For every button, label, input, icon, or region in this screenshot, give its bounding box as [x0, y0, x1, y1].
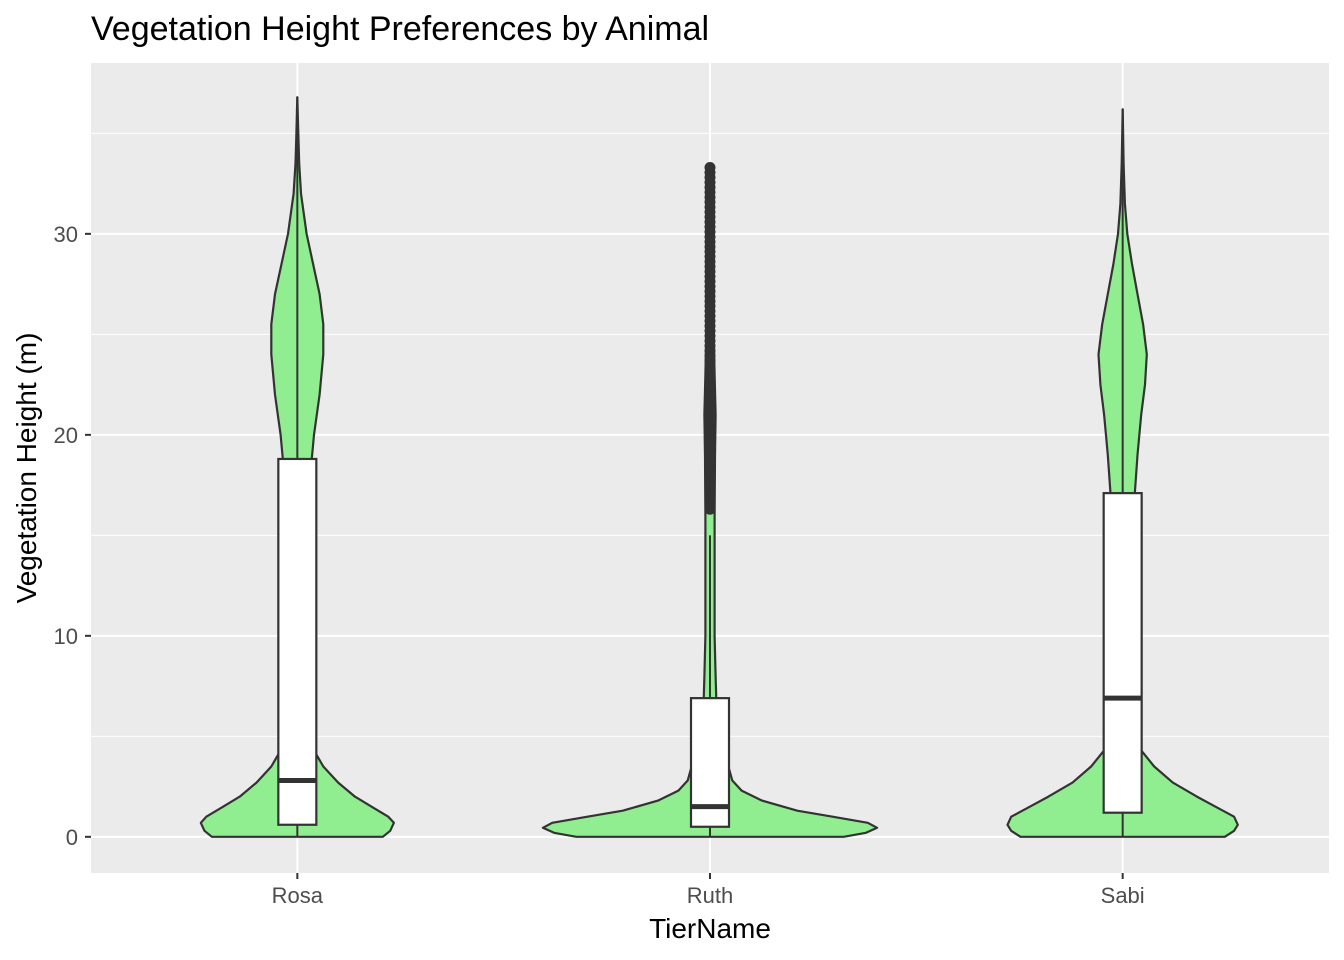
boxplot-sabi: [1102, 109, 1143, 837]
y-tick-label: 0: [66, 825, 78, 850]
boxplot-ruth: [689, 535, 731, 837]
y-axis-title: Vegetation Height (m): [11, 333, 42, 604]
box-iqr: [277, 457, 318, 826]
y-tick-label: 10: [54, 624, 78, 649]
y-tick-label: 30: [54, 222, 78, 247]
chart-title: Vegetation Height Preferences by Animal: [91, 10, 709, 48]
box-iqr: [1102, 492, 1143, 814]
x-tick-label-sabi: Sabi: [1101, 883, 1145, 908]
x-tick-label-ruth: Ruth: [687, 883, 733, 908]
boxplot-rosa: [277, 97, 318, 837]
boxplots: [277, 97, 1143, 837]
outlier-point: [704, 162, 716, 174]
x-axis-title: TierName: [649, 913, 771, 944]
x-tick-label-rosa: Rosa: [272, 883, 324, 908]
axes: 0 10 20 30 Rosa Ruth Sabi: [54, 222, 1145, 908]
outliers: [704, 162, 716, 515]
y-tick-label: 20: [54, 423, 78, 448]
